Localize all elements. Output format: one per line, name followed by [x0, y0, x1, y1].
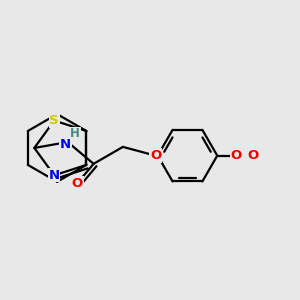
- Text: O: O: [248, 149, 259, 162]
- Text: O: O: [150, 149, 161, 162]
- Text: N: N: [60, 138, 71, 151]
- Text: S: S: [50, 114, 59, 127]
- Text: N: N: [49, 169, 60, 182]
- Text: O: O: [72, 177, 83, 190]
- Text: O: O: [230, 149, 242, 162]
- Text: H: H: [70, 127, 80, 140]
